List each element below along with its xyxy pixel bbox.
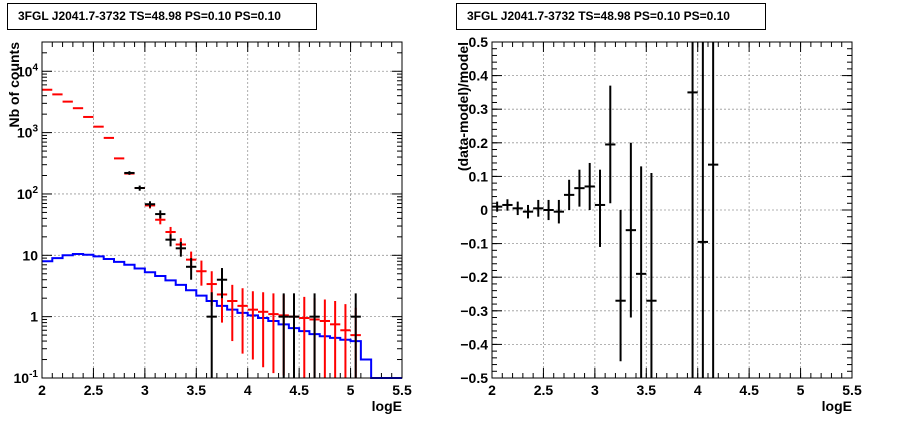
left-x-tick-label: 5: [347, 382, 355, 398]
right-y-tick-label: −0.5: [460, 370, 488, 386]
left-x-tick-label: 3: [141, 382, 149, 398]
right-y-tick-label: −0.4: [460, 336, 488, 352]
left-x-tick-label: 2: [38, 382, 46, 398]
right-y-tick-label: −0.3: [460, 303, 488, 319]
right-y-tick-label: 0: [480, 202, 488, 218]
left-x-tick-label: 2.5: [84, 382, 104, 398]
right-x-tick-label: 3: [591, 382, 599, 398]
right-y-tick-label: −0.2: [460, 269, 488, 285]
right-x-tick-label: 4: [694, 382, 702, 398]
left-x-tick-label: 4.5: [289, 382, 309, 398]
right-x-tick-label: 2.5: [534, 382, 554, 398]
left-y-tick-label: 10-1: [14, 369, 39, 386]
right-y-tick-label: 0.2: [469, 135, 489, 151]
model-step-line: [42, 253, 402, 379]
left-x-tick-label: 5.5: [392, 382, 412, 398]
right-x-tick-label: 3.5: [637, 382, 657, 398]
left-y-axis-label: Nb of counts: [6, 42, 22, 128]
right-y-tick-label: 0.3: [469, 101, 489, 117]
left-y-tick-label: 10: [22, 247, 38, 263]
right-y-tick-label: 0.5: [469, 34, 489, 50]
right-y-tick-label: 0.4: [469, 68, 489, 84]
left-plot-title: 3FGL J2041.7-3732 TS=48.98 PS=0.10 PS=0.…: [7, 3, 317, 30]
left-y-tick-label: 104: [17, 62, 39, 79]
right-x-tick-label: 4.5: [739, 382, 759, 398]
left-y-tick-label: 103: [17, 124, 39, 141]
right-x-tick-label: 2: [488, 382, 496, 398]
left-chart: 2 2.5 3 3.5 4 4.5 5 5.5 10-1 1 10 102 103 104 logE Nb o…: [6, 41, 412, 414]
left-x-tick-label: 3.5: [187, 382, 207, 398]
left-plot-frame: [41, 41, 403, 379]
left-y-tick-label: 102: [17, 185, 39, 202]
left-y-tick-label: 1: [30, 309, 38, 325]
right-y-tick-label: 0.1: [469, 168, 489, 184]
right-x-axis-label: logE: [822, 398, 852, 414]
right-plot-title: 3FGL J2041.7-3732 TS=48.98 PS=0.10 PS=0.…: [456, 3, 766, 30]
right-y-tick-label: −0.1: [460, 236, 488, 252]
right-x-tick-label: 5: [797, 382, 805, 398]
right-chart: 2 2.5 3 3.5 4 4.5 5 5.5 −0.5 −0.4 −0.3 −0.2 −0.1 0 0.1…: [455, 34, 862, 414]
right-y-axis-label: (data-model)/model: [455, 42, 471, 171]
right-x-tick-label: 5.5: [842, 382, 862, 398]
left-x-tick-label: 4: [244, 382, 252, 398]
left-plot-area: [42, 42, 402, 378]
left-x-axis-label: logE: [372, 398, 402, 414]
